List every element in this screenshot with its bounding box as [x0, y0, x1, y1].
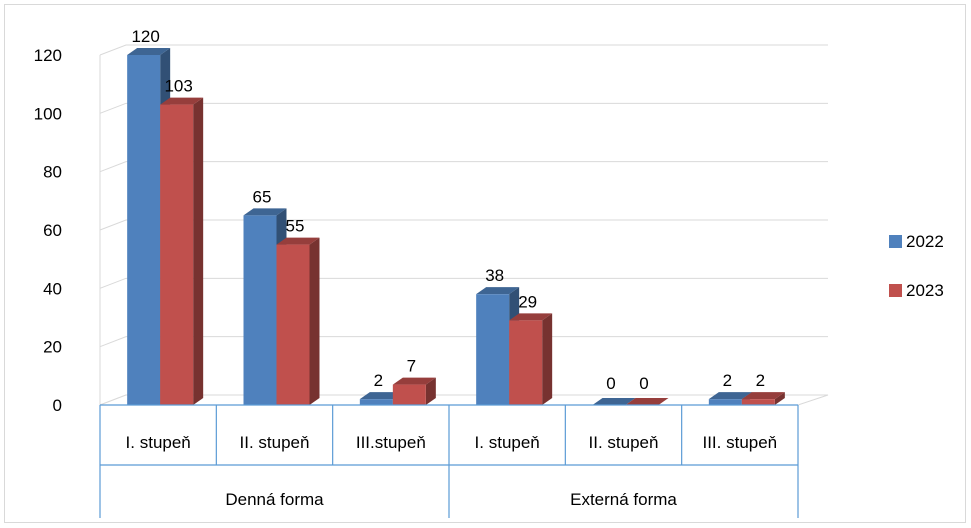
bar-top	[127, 48, 171, 55]
bar-top	[243, 208, 287, 216]
gridline	[99, 102, 828, 114]
data-label: 2	[374, 371, 383, 390]
gridline	[99, 336, 828, 348]
bar-top	[476, 287, 520, 295]
bar-2023-0	[160, 97, 204, 405]
bar-2023-1	[276, 237, 320, 405]
data-label: 29	[518, 292, 537, 311]
bar-side	[425, 377, 436, 405]
data-label: 65	[253, 187, 272, 206]
bar-2023-3	[509, 313, 553, 405]
y-tick-label: 60	[43, 221, 62, 240]
data-label: 2	[723, 371, 732, 390]
x-tick-label: III.stupeň	[356, 433, 426, 452]
legend-swatch-2022	[889, 235, 902, 248]
bar-front	[276, 244, 310, 405]
bar-top	[741, 392, 785, 400]
legend-label: 2022	[906, 232, 944, 251]
x-tick-label: I. stupeň	[475, 433, 540, 452]
data-label: 120	[131, 27, 159, 46]
legend-swatch-2023	[889, 284, 902, 297]
y-axis: 0 20 40 60 80 100 120	[34, 46, 101, 415]
bar-front	[243, 215, 277, 405]
y-tick-label: 0	[53, 396, 62, 415]
bar-front	[708, 399, 742, 405]
bar-side	[542, 313, 553, 405]
bar-2023-5	[741, 392, 785, 405]
bar-front	[127, 55, 161, 405]
y-tick-label: 100	[34, 104, 62, 123]
data-labels: 120 103 65 55 2 7 38 29 0 0 2 2	[131, 27, 765, 393]
data-label: 7	[407, 357, 416, 376]
x-axis: I. stupeň II. stupeň III.stupeň I. stupeň II…	[99, 404, 799, 518]
gridline	[99, 161, 828, 173]
data-label: 103	[164, 77, 192, 96]
data-label: 2	[756, 371, 765, 390]
bar-2022-4	[592, 398, 636, 405]
bar-top	[160, 97, 204, 105]
data-label: 0	[606, 374, 615, 393]
legend-label: 2023	[906, 281, 944, 300]
bar-top	[276, 237, 320, 245]
x-group-label: Denná forma	[225, 490, 324, 509]
gridline	[99, 44, 828, 56]
bar-2023-2	[392, 377, 436, 405]
bar-front	[359, 399, 393, 405]
x-tick-label: I. stupeň	[126, 433, 191, 452]
bar-2023-4	[625, 398, 669, 405]
bar-side	[193, 97, 204, 405]
x-tick-label: II. stupeň	[589, 433, 659, 452]
bar-side	[774, 392, 785, 405]
bar-top	[592, 398, 636, 405]
bar-top	[509, 313, 553, 321]
x-tick-label: II. stupeň	[240, 433, 310, 452]
x-group-label: Externá forma	[570, 490, 677, 509]
bar-front	[392, 384, 426, 405]
legend: 2022 2023	[889, 232, 944, 300]
bar-side	[309, 237, 320, 405]
bar-top	[359, 392, 403, 400]
bar-front	[741, 399, 775, 405]
gridlines	[99, 44, 829, 406]
y-tick-label: 80	[43, 163, 62, 182]
x-tick-label: III. stupeň	[702, 433, 777, 452]
y-tick-label: 40	[43, 279, 62, 298]
y-tick-label: 120	[34, 46, 62, 65]
y-tick-label: 20	[43, 338, 62, 357]
bars	[127, 48, 785, 405]
gridline	[99, 277, 828, 289]
data-label: 38	[485, 266, 504, 285]
bar-front	[476, 294, 510, 405]
bar-top	[708, 392, 752, 400]
data-label: 0	[639, 374, 648, 393]
bar-front	[160, 104, 194, 405]
bar-top	[392, 377, 436, 385]
bar-top	[625, 398, 669, 405]
data-label: 55	[286, 217, 305, 236]
bar-front	[509, 320, 543, 405]
gridline	[99, 219, 828, 231]
